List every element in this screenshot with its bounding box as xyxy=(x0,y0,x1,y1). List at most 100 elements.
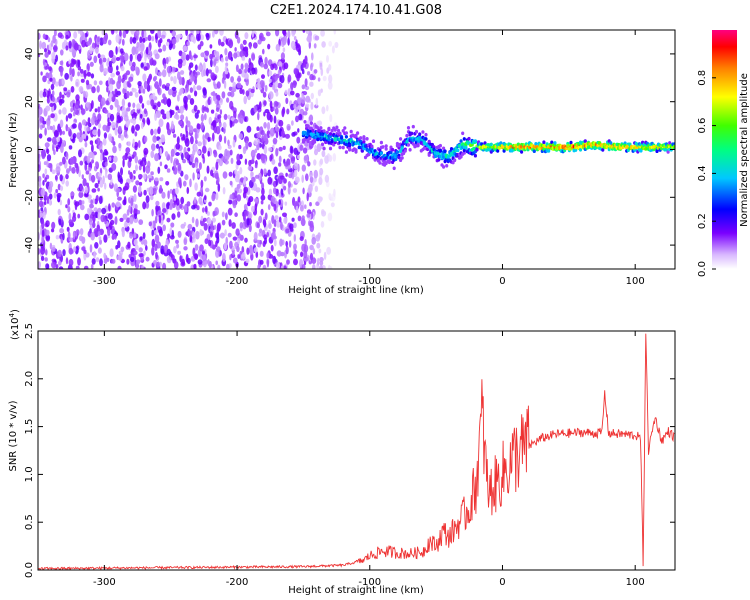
spectrogram-noise-cell xyxy=(207,98,211,106)
spectrogram-noise-cell xyxy=(261,187,265,196)
spectrogram-noise-cell xyxy=(295,92,300,98)
spectrogram-noise-cell xyxy=(229,240,233,249)
spectrogram-noise-cell xyxy=(227,114,231,120)
spectrogram-noise-cell xyxy=(65,204,68,209)
spectrogram-noise-cell xyxy=(293,169,298,178)
spectrogram-noise-cell xyxy=(86,155,91,164)
spectrogram-noise-cell xyxy=(318,248,322,254)
spectrogram-noise-cell xyxy=(215,161,219,171)
spectrogram-noise-cell xyxy=(283,265,287,269)
spectrogram-y-ticks: -40 -20 0 20 40 xyxy=(24,48,675,253)
spectrogram-noise-cell xyxy=(274,215,279,221)
spectrogram-noise-cell xyxy=(136,53,142,62)
spectrogram-noise-cell xyxy=(159,147,162,156)
spectrogram-noise-cell xyxy=(44,127,47,136)
spectrogram-noise-cell xyxy=(168,204,173,210)
spectrogram-noise-cell xyxy=(239,43,244,50)
spectrogram-noise-cell xyxy=(326,104,329,112)
spectrogram-noise-cell xyxy=(229,149,233,156)
spectrogram-noise-cell xyxy=(121,111,125,118)
spectrogram-noise-cell xyxy=(65,257,69,265)
spectrogram-signal-cell xyxy=(550,140,554,145)
spectrogram-noise-cell xyxy=(165,110,171,120)
spectrogram-noise-cell xyxy=(294,176,300,184)
spectrogram-noise-cell xyxy=(213,30,219,35)
spectrogram-noise-cell xyxy=(55,166,61,174)
spectrogram-noise-cell xyxy=(133,232,137,239)
spectrogram-noise-cell xyxy=(207,259,210,266)
spectrogram-noise-cell xyxy=(103,234,108,243)
spectrogram-noise-cell xyxy=(94,108,98,113)
spectrogram-noise-cell xyxy=(151,229,154,237)
spectrogram-noise-cell xyxy=(202,62,206,72)
spectrogram-noise-cell xyxy=(39,200,44,208)
spectrogram-noise-cell xyxy=(39,40,42,50)
spectrogram-noise-cell xyxy=(215,260,218,266)
spectrogram-noise-cell xyxy=(79,30,83,37)
spectrogram-noise-cell xyxy=(49,163,53,173)
spectrogram-noise-cell xyxy=(257,112,260,121)
spectrogram-noise-cell xyxy=(116,65,119,71)
spectrogram-noise-cell xyxy=(66,226,70,232)
spectrogram-noise-cell xyxy=(204,195,207,201)
spectrogram-noise-cell xyxy=(186,120,191,128)
spectrogram-noise-cell xyxy=(93,55,98,64)
spectrogram-noise-cell xyxy=(215,51,220,60)
spectrogram-noise-cell xyxy=(77,71,80,77)
spectrogram-signal-cell xyxy=(344,135,348,139)
spectrogram-noise-cell xyxy=(47,115,51,121)
spectrogram-signal-cell xyxy=(330,139,334,143)
spectrogram-noise-cell xyxy=(189,87,194,93)
spectrogram-noise-cell xyxy=(293,104,297,109)
spectrogram-noise-cell xyxy=(44,257,48,262)
spectrogram-noise-cell xyxy=(61,78,65,86)
spectrogram-noise-cell xyxy=(40,188,46,197)
spectrogram-noise-cell xyxy=(44,168,48,175)
spectrogram-noise-cell xyxy=(296,74,300,82)
spectrogram-noise-cell xyxy=(162,93,166,99)
spectrogram-noise-cell xyxy=(275,178,278,186)
spectrogram-noise-cell xyxy=(268,188,273,196)
spectrogram-noise-cell xyxy=(212,30,215,38)
spectrogram-noise-cell xyxy=(194,143,198,153)
spectrogram-noise-cell xyxy=(48,193,53,200)
x-tick-label: 100 xyxy=(626,577,645,588)
spectrogram-noise-cell xyxy=(69,63,73,68)
spectrogram-noise-cell xyxy=(127,241,131,249)
svg-text:(x104): (x104) xyxy=(8,309,21,340)
spectrogram-noise-cell xyxy=(151,143,156,152)
spectrogram-noise-cell xyxy=(173,261,179,269)
spectrogram-noise-cell xyxy=(212,132,215,142)
spectrogram-noise-cell xyxy=(164,164,168,170)
spectrogram-noise-cell xyxy=(284,201,288,206)
spectrogram-noise-cell xyxy=(304,55,308,65)
spectrogram-noise-cell xyxy=(135,30,140,37)
spectrogram-noise-cell xyxy=(255,82,261,89)
snr-x-ticks: -300 -200 -100 0 100 xyxy=(93,331,645,588)
spectrogram-noise-cell xyxy=(271,158,276,165)
spectrogram-noise-cell xyxy=(140,62,144,68)
spectrogram-noise-cell xyxy=(171,38,177,45)
spectrogram-noise-cell xyxy=(225,56,229,62)
spectrogram-signal-cell xyxy=(578,148,583,152)
spectrogram-noise-cell xyxy=(282,145,286,150)
spectrogram-noise-cell xyxy=(212,95,217,102)
spectrogram-noise-cell xyxy=(111,258,116,264)
spectrogram-x-ticks: -300 -200 -100 0 100 xyxy=(93,30,645,287)
spectrogram-noise-cell xyxy=(278,119,284,127)
spectrogram-noise-cell xyxy=(114,89,118,98)
spectrogram-noise-cell xyxy=(115,71,120,76)
spectrogram-noise-cell xyxy=(123,221,129,228)
spectrogram-noise-cell xyxy=(104,170,108,179)
spectrogram-noise-cell xyxy=(121,38,125,46)
spectrogram-noise-cell xyxy=(168,89,173,96)
spectrogram-noise-cell xyxy=(150,99,155,107)
spectrogram-noise-cell xyxy=(162,113,167,120)
spectrogram-noise-cell xyxy=(51,169,56,175)
spectrogram-noise-cell xyxy=(177,61,183,69)
spectrogram-signal-cell xyxy=(338,145,342,150)
spectrogram-noise-cell xyxy=(306,192,309,202)
spectrogram-noise-cell xyxy=(59,161,63,166)
spectrogram-noise-cell xyxy=(126,107,131,112)
spectrogram-noise-cell xyxy=(224,48,228,56)
